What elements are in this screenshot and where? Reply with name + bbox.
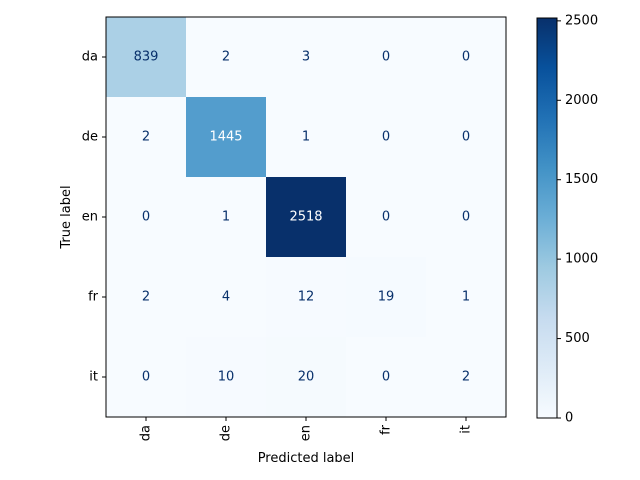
heatmap-cell-da-it xyxy=(426,17,506,97)
colorbar-tick-label: 1000 xyxy=(565,252,598,267)
x-tick-label: de xyxy=(219,425,234,441)
y-tick-label: en xyxy=(82,210,98,225)
heatmap-cell-da-en xyxy=(266,17,346,97)
y-tick-label: da xyxy=(82,50,98,65)
heatmap-cell-fr-da xyxy=(106,257,186,337)
heatmap-cell-it-it xyxy=(426,337,506,417)
heatmap-cell-en-en xyxy=(266,177,346,257)
colorbar-tick-label: 0 xyxy=(565,411,573,426)
heatmap-cell-value: 0 xyxy=(382,130,390,145)
heatmap-cell-de-it xyxy=(426,97,506,177)
heatmap-cell-en-fr xyxy=(346,177,426,257)
heatmap-cell-it-da xyxy=(106,337,186,417)
heatmap-cell-value: 0 xyxy=(462,210,470,225)
heatmap-cell-value: 0 xyxy=(382,50,390,65)
heatmap-cell-value: 1 xyxy=(222,210,230,225)
heatmap-cell-value: 2 xyxy=(142,290,150,305)
y-axis-ticks: da de en fr it xyxy=(82,50,106,385)
colorbar-tick-label: 2500 xyxy=(565,13,598,28)
heatmap-cell-fr-fr xyxy=(346,257,426,337)
heatmap-cell-it-fr xyxy=(346,337,426,417)
y-axis-label: True label xyxy=(59,185,74,249)
heatmap-cell-value: 2 xyxy=(462,370,470,385)
heatmap-cell-value: 20 xyxy=(298,370,315,385)
heatmap-cell-value: 2518 xyxy=(289,210,322,225)
heatmap-cell-value: 1445 xyxy=(209,130,242,145)
heatmap-cell-labels: 839 2 3 0 02 1445 1 0 00 1 2518 0 02 4 12 19 10 10 20 0 2 xyxy=(134,50,471,385)
heatmap-cell-value: 10 xyxy=(218,370,235,385)
heatmap-cell-value: 839 xyxy=(134,50,159,65)
heatmap-cell-value: 3 xyxy=(302,50,310,65)
heatmap-cell-value: 12 xyxy=(298,290,315,305)
x-axis-ticks: da de en fr it xyxy=(139,417,474,441)
heatmap-cell-da-da xyxy=(106,17,186,97)
heatmap-cell-en-it xyxy=(426,177,506,257)
x-tick-label: en xyxy=(299,425,314,441)
heatmap-cell-da-de xyxy=(186,17,266,97)
heatmap-cell-value: 0 xyxy=(462,130,470,145)
y-tick-label: it xyxy=(89,370,98,385)
heatmap-cell-value: 0 xyxy=(462,50,470,65)
heatmap-cell-it-en xyxy=(266,337,346,417)
heatmap-cell-value: 2 xyxy=(222,50,230,65)
colorbar-tick-label: 2000 xyxy=(565,93,598,108)
heatmap-cell-fr-it xyxy=(426,257,506,337)
heatmap-cell-value: 0 xyxy=(382,210,390,225)
x-tick-label: fr xyxy=(379,424,394,435)
heatmap-cell-fr-en xyxy=(266,257,346,337)
heatmap-cell-value: 0 xyxy=(142,370,150,385)
heatmap-cell-it-de xyxy=(186,337,266,417)
x-tick-label: it xyxy=(459,425,474,434)
heatmap-cell-en-da xyxy=(106,177,186,257)
heatmap-cell-fr-de xyxy=(186,257,266,337)
x-tick-label: da xyxy=(139,425,154,441)
heatmap-cell-value: 1 xyxy=(462,290,470,305)
heatmap-cell-de-de xyxy=(186,97,266,177)
colorbar-tick-label: 500 xyxy=(565,331,590,346)
x-axis-label: Predicted label xyxy=(258,451,355,466)
colorbar-tick-label: 1500 xyxy=(565,172,598,187)
colorbar xyxy=(536,17,558,419)
heatmap-cell-en-de xyxy=(186,177,266,257)
heatmap-cell-de-en xyxy=(266,97,346,177)
heatmap-cell-value: 1 xyxy=(302,130,310,145)
heatmap-cell-de-fr xyxy=(346,97,426,177)
y-tick-label: fr xyxy=(88,290,99,305)
heatmap-cell-da-fr xyxy=(346,17,426,97)
heatmap-cell-de-da xyxy=(106,97,186,177)
heatmap-cell-value: 4 xyxy=(222,290,230,305)
heatmap-cell-value: 0 xyxy=(382,370,390,385)
colorbar-ticks: 0 500 1000 1500 2000 2500 xyxy=(557,13,598,426)
y-tick-label: de xyxy=(82,130,98,145)
heatmap-cell-value: 19 xyxy=(378,290,395,305)
heatmap-cells xyxy=(106,17,506,417)
heatmap-cell-value: 0 xyxy=(142,210,150,225)
heatmap-cell-value: 2 xyxy=(142,130,150,145)
